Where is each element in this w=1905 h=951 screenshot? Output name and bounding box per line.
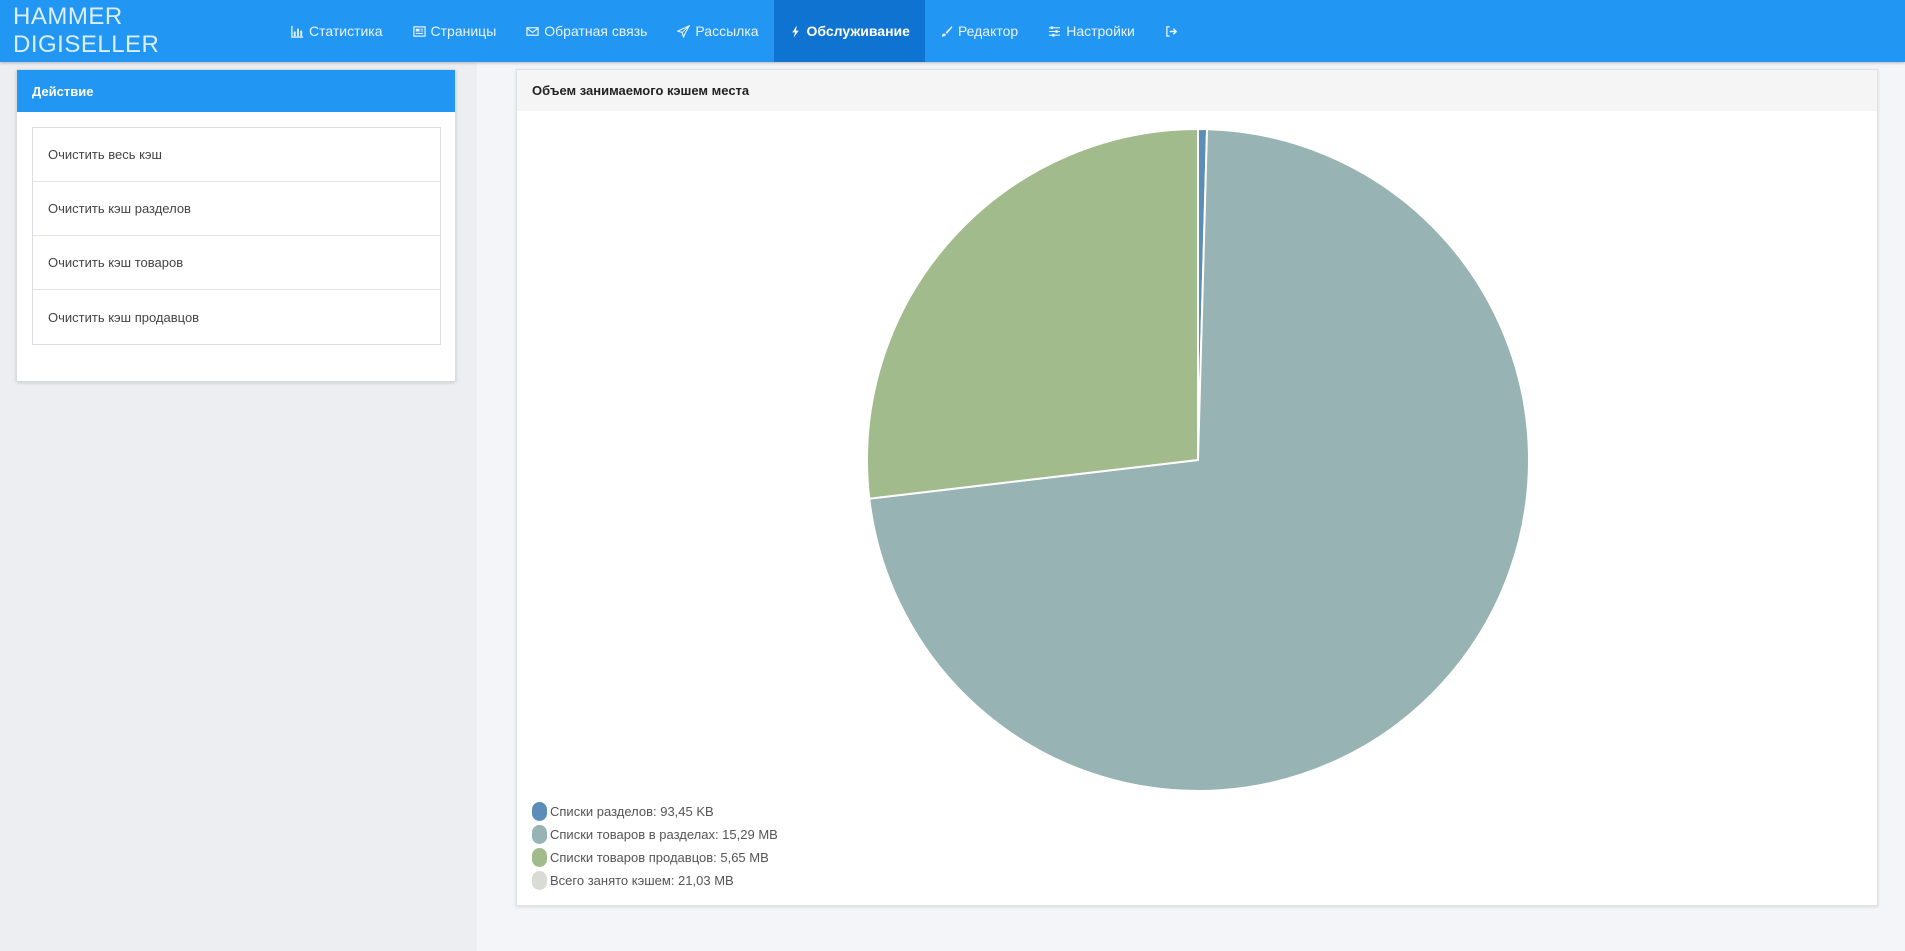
legend-swatch [532,871,547,890]
pie-chart [866,127,1530,792]
sign-out-icon [1165,25,1178,38]
nav-item-label: Редактор [957,23,1019,39]
legend-swatch [532,825,547,844]
newspaper-icon [412,25,426,38]
legend-label: Списки разделов: 93,45 KB [550,804,714,819]
pie-slice-3[interactable] [866,127,1199,500]
brand-logo[interactable]: HAMMER DIGISELLER [13,3,160,58]
sliders-icon [1048,25,1061,38]
action-list: Очистить весь кэш Очистить кэш разделов Оч… [32,127,441,345]
action-item[interactable]: Очистить кэш товаров [33,236,440,290]
legend-swatch [532,802,547,821]
legend-swatch [532,848,547,867]
nav-item-1[interactable]: Статистика [276,0,398,62]
legend-item: Списки товаров продавцов: 5,65 MB [532,846,778,869]
bar-chart-icon [291,25,304,38]
legend-item: Списки разделов: 93,45 KB [532,800,778,823]
nav-item-6[interactable]: Редактор [925,0,1033,62]
nav-item-2[interactable]: Страницы [398,0,512,62]
pie-slice-2[interactable] [868,128,1530,792]
nav-item-5[interactable]: Обслуживание [773,0,925,62]
action-panel: Действие Очистить весь кэш Очистить кэш р… [16,69,456,382]
nav-item-label: Настройки [1066,23,1135,39]
legend-item: Всего занято кэшем: 21,03 MB [532,869,778,892]
chart-legend: Списки разделов: 93,45 KB Списки товаров … [532,800,778,892]
nav-item-label: Обратная связь [544,23,648,39]
top-navbar: HAMMER DIGISELLER Статистика Страницы Обра… [0,0,1905,62]
legend-label: Списки товаров в разделах: 15,29 MB [550,827,778,842]
nav-item-8[interactable] [1150,0,1193,62]
legend-label: Списки товаров продавцов: 5,65 MB [550,850,769,865]
bolt-icon [789,24,802,38]
envelope-icon [526,25,539,38]
legend-label: Всего занято кэшем: 21,03 MB [550,873,734,888]
action-panel-title: Действие [17,70,455,112]
nav-menu: Статистика Страницы Обратная связь Рассылка… [276,0,1193,62]
nav-item-label: Рассылка [695,23,759,39]
nav-item-label: Статистика [309,23,383,39]
chart-panel-title: Объем занимаемого кэшем места [517,70,1877,111]
nav-item-label: Обслуживание [806,23,910,39]
nav-item-4[interactable]: Рассылка [662,0,773,62]
action-item[interactable]: Очистить весь кэш [33,128,440,182]
action-item[interactable]: Очистить кэш продавцов [33,290,440,344]
nav-item-label: Страницы [430,23,497,39]
nav-item-7[interactable]: Настройки [1033,0,1150,62]
nav-item-3[interactable]: Обратная связь [511,0,662,62]
cache-chart-panel: Объем занимаемого кэшем места Списки раз… [516,69,1878,906]
legend-item: Списки товаров в разделах: 15,29 MB [532,823,778,846]
paper-plane-icon [677,24,691,38]
brush-icon [940,25,953,38]
action-item[interactable]: Очистить кэш разделов [33,182,440,236]
